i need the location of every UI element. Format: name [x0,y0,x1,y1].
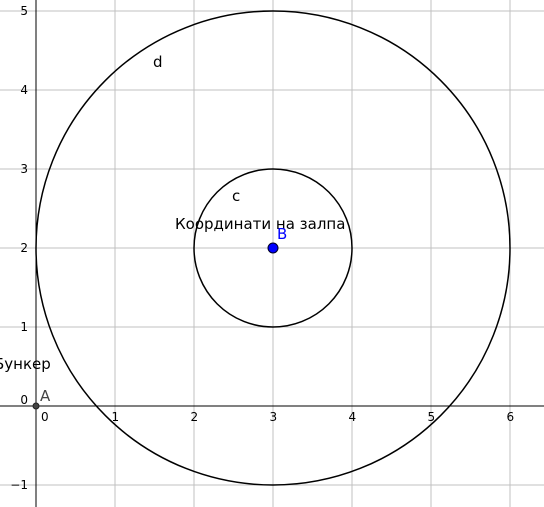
y-tick-label: 1 [20,320,28,334]
x-tick-label: 6 [507,410,515,424]
circle-c-label: c [232,187,240,205]
x-tick-label: 1 [112,410,120,424]
y-tick-label: 0 [20,393,28,407]
y-tick-label: 3 [20,162,28,176]
circle-c[interactable] [193,168,353,328]
x-tick-label: 2 [191,410,199,424]
point-a-label: A [40,387,51,405]
circle-d-label: d [153,53,163,71]
x-tick-label: 5 [428,410,436,424]
x-tick-label: 3 [270,410,278,424]
point-b-label: B [277,225,287,243]
point-a[interactable] [32,402,40,410]
tick-labels: 0 1 2 3 4 5 6 −1 0 1 2 3 4 5 [10,4,514,492]
x-tick-label: 0 [41,410,49,424]
y-tick-label: 4 [20,83,28,97]
y-tick-label: 2 [20,241,28,255]
salvo-coordinates-text: Координати на залпа [175,215,345,233]
y-tick-label: −1 [10,478,28,492]
x-tick-label: 4 [349,410,357,424]
point-b[interactable] [267,242,279,254]
circle-d[interactable] [35,10,511,486]
y-tick-label: 5 [20,4,28,18]
bunker-text: Бункер [0,355,51,373]
